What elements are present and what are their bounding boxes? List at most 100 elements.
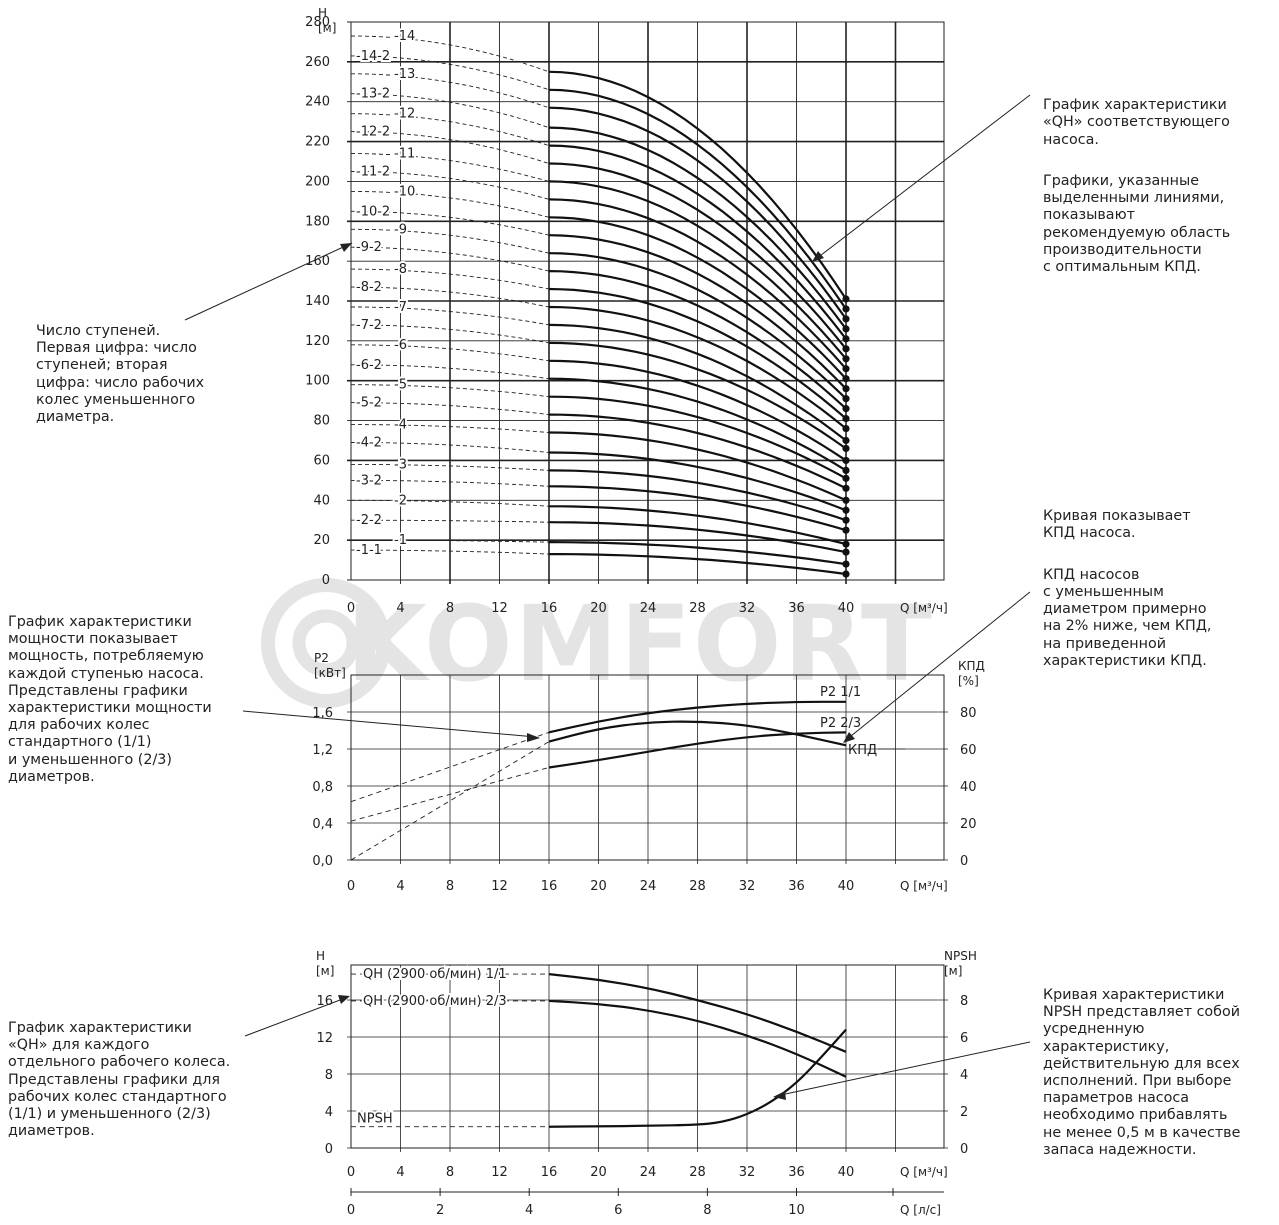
npsh-left-y-tick-label: 8 — [325, 1068, 333, 1083]
qh-y-tick-label: 140 — [305, 294, 330, 309]
qh-stage-curve — [548, 377, 847, 472]
qh-stage-endpoint — [842, 395, 850, 403]
npsh-right-y-tick-label: 4 — [960, 1068, 968, 1083]
qh-x-tick-label: 32 — [739, 601, 756, 616]
qh-stage-label: -12 — [394, 107, 415, 122]
qh-stage-endpoint — [842, 325, 850, 333]
qh-stage-label: -6-2 — [356, 358, 382, 373]
qh-stage-label: -13 — [394, 67, 415, 82]
note-qh-main: График характеристики «QH» соответствующ… — [1043, 80, 1273, 300]
qh-stage-endpoint — [842, 540, 850, 548]
qh-stage-curve — [548, 359, 847, 462]
qh-y-tick-label: 200 — [305, 174, 330, 189]
npsh-left-y-tick-label: 0 — [325, 1142, 333, 1157]
power-curve-extrapolated — [350, 741, 550, 861]
qh-stage-label: -4-2 — [356, 435, 382, 450]
pointer-line-power — [242, 710, 537, 738]
qh-stage-curve — [548, 541, 847, 566]
qh-stage-curve-extrapolated — [350, 131, 550, 164]
npsh-right-y-tick-label: 2 — [960, 1105, 968, 1120]
note-qh-main-1: График характеристики «QH» соответствующ… — [1043, 97, 1230, 148]
qh-stage-curve-extrapolated — [350, 55, 550, 91]
power-y-axis-label: P2 [кВт] — [314, 651, 346, 680]
qh-y-tick-label: 100 — [305, 374, 330, 389]
qh-y-tick-label: 280 — [305, 15, 330, 30]
ls-x-tick-label: 10 — [788, 1203, 805, 1218]
ls-x-tick-label: 2 — [436, 1203, 444, 1218]
qh-stage-curve-extrapolated — [351, 442, 550, 453]
qh-stage-label: -3-2 — [356, 473, 382, 488]
qh-stage-curve-extrapolated — [351, 286, 550, 308]
pointer-arrowhead-qh-single — [338, 995, 350, 1004]
pointer-line-qh-main — [811, 94, 1031, 263]
qh-stage-curve-extrapolated — [350, 113, 550, 147]
qh-stage-curve — [549, 505, 847, 546]
qh-stage-curve-extrapolated — [350, 153, 550, 182]
qh-single-label: QH (2900 об/мин) 2/3 — [363, 994, 507, 1009]
ls-x-tick-label: 8 — [703, 1203, 711, 1218]
qh-stage-curve-extrapolated — [350, 344, 550, 362]
qh-stage-endpoint — [842, 560, 850, 568]
qh-stage-curve — [548, 485, 847, 532]
qh-stage-endpoint — [842, 424, 850, 433]
qh-stage-endpoint — [842, 375, 850, 383]
qh-stage-curve-extrapolated — [351, 519, 550, 523]
qh-stage-label: -7 — [394, 300, 407, 315]
power-x-tick-label: 4 — [396, 879, 404, 894]
pointer-line-stages — [184, 242, 353, 321]
qh-stage-curve-extrapolated — [351, 549, 550, 555]
qh-stage-endpoint — [842, 345, 850, 353]
qh-stage-curve-extrapolated — [350, 228, 550, 254]
qh-stage-endpoint — [842, 506, 850, 514]
qh-stage-curve — [548, 162, 847, 350]
qh-stage-curve — [548, 234, 847, 390]
qh-stage-curve — [548, 431, 847, 502]
qh-stage-curve — [548, 323, 847, 442]
power-x-tick-label: 20 — [590, 879, 607, 894]
qh-stage-curve — [548, 305, 847, 430]
qh-stage-curve-extrapolated — [350, 73, 550, 109]
note-qh-main-2: Графики, указанные выделенными линиями, … — [1043, 173, 1231, 276]
qh-stage-curve — [548, 270, 847, 410]
qh-stage-curve-extrapolated — [350, 539, 550, 543]
qh-y-tick-label: 260 — [305, 55, 330, 70]
npsh-x-tick-label: 40 — [838, 1165, 855, 1180]
qh-stage-label: -10 — [394, 184, 415, 199]
qh-stage-curve — [548, 216, 847, 380]
pointer-line-npsh — [775, 1041, 1031, 1097]
qh-stage-label: -14 — [394, 29, 415, 44]
qh-stage-endpoint — [842, 335, 850, 343]
npsh-x-tick-label: 12 — [491, 1165, 508, 1180]
qh-single-curve — [548, 973, 847, 1053]
qh-stage-label: -11-2 — [356, 164, 390, 179]
power-x-tick-label: 32 — [739, 879, 756, 894]
power-curve-extrapolated — [350, 767, 550, 822]
power-y-tick-label: 0,0 — [312, 854, 333, 869]
qh-stage-endpoint — [842, 295, 850, 303]
ls-x-tick-label: 0 — [347, 1203, 355, 1218]
qh-stage-endpoint — [842, 405, 850, 413]
qh-stage-curve — [548, 198, 847, 370]
npsh-left-y-tick-label: 12 — [316, 1031, 333, 1046]
qh-stage-curve-extrapolated — [351, 463, 550, 471]
qh-y-tick-label: 60 — [313, 453, 330, 468]
note-efficiency: Кривая показывает КПД насоса. КПД насосо… — [1043, 491, 1273, 694]
qh-stage-curve — [548, 341, 847, 450]
qh-stage-curve-extrapolated — [351, 479, 550, 487]
watermark-ring-inner — [292, 609, 360, 677]
qh-x-tick-label: 20 — [590, 601, 607, 616]
pointer-arrowhead-npsh — [773, 1091, 786, 1100]
qh-stage-curve — [548, 88, 847, 310]
npsh-left-y-axis-label: H [м] — [316, 949, 334, 978]
qh-stage-curve-extrapolated — [350, 190, 550, 218]
qh-stage-label: -12-2 — [356, 125, 390, 140]
qh-stage-endpoint — [842, 414, 850, 423]
qh-stage-label: -13-2 — [356, 87, 390, 102]
qh-stage-curve-extrapolated — [350, 210, 550, 236]
pointer-line-efficiency — [845, 591, 1031, 741]
qh-stage-endpoint — [842, 516, 850, 524]
qh-stage-curve — [548, 521, 847, 554]
npsh-x-tick-label: 4 — [396, 1165, 404, 1180]
